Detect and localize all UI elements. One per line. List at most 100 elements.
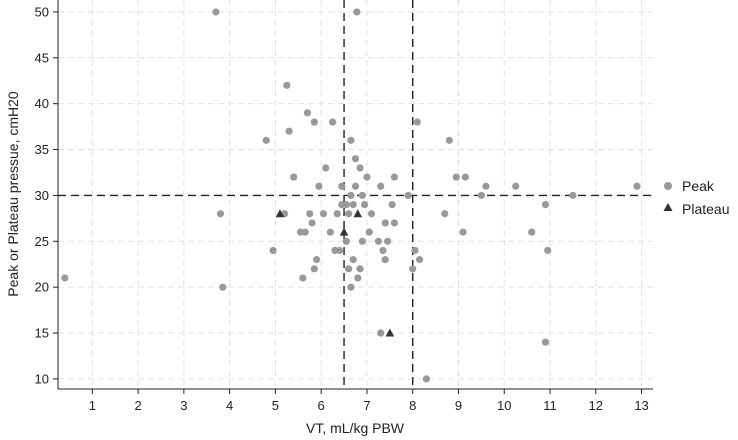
peak-point (342, 237, 350, 245)
plateau-point (275, 209, 285, 218)
peak-point (415, 256, 424, 264)
peak-point (216, 210, 225, 218)
plateau-point (385, 328, 395, 337)
peak-point (308, 219, 316, 227)
peak-point (541, 338, 550, 346)
legend-peak-marker (664, 182, 672, 190)
peak-point (356, 265, 364, 273)
peak-point (310, 265, 318, 273)
peak-point (335, 246, 344, 255)
peak-point (383, 237, 392, 245)
peak-point (219, 283, 227, 291)
peak-point (367, 210, 376, 218)
peak-point (452, 173, 460, 181)
peak-point (345, 265, 353, 273)
peak-point (322, 164, 330, 172)
x-tick-label: 4 (226, 398, 233, 413)
peak-point (326, 228, 334, 236)
x-tick-label: 13 (634, 398, 648, 413)
x-tick-label: 2 (134, 398, 141, 413)
y-tick-label: 40 (35, 96, 49, 111)
peak-point (365, 228, 373, 236)
peak-point (374, 237, 382, 245)
plateau-point (339, 227, 349, 236)
legend-plateau-marker (663, 203, 673, 211)
data-points (61, 8, 641, 383)
y-tick-label: 20 (35, 280, 49, 295)
peak-point (413, 118, 421, 126)
peak-point (482, 182, 490, 190)
peak-point (306, 210, 314, 218)
peak-point (512, 182, 520, 190)
y-axis-title: Peak or Plateau pressue, cmH20 (5, 91, 21, 297)
y-tick-label: 10 (35, 371, 49, 386)
peak-point (569, 191, 577, 200)
x-tick-label: 11 (543, 398, 557, 413)
y-tick-label: 35 (35, 142, 49, 157)
peak-point (390, 173, 399, 181)
x-tick-label: 7 (363, 398, 370, 413)
peak-point (310, 118, 318, 126)
peak-point (461, 173, 469, 181)
peak-point (329, 118, 337, 126)
peak-point (445, 136, 453, 144)
peak-point (361, 200, 369, 209)
peak-point (262, 136, 270, 144)
y-tick-label: 25 (35, 234, 49, 249)
peak-point (333, 210, 341, 218)
peak-point (411, 246, 419, 255)
peak-point (358, 237, 366, 245)
axes (57, 0, 653, 390)
peak-point (459, 228, 467, 236)
peak-point (541, 200, 550, 209)
peak-point (345, 210, 353, 218)
peak-point (404, 191, 412, 200)
x-tick-label: 9 (455, 398, 462, 413)
peak-point (633, 182, 641, 190)
peak-point (299, 274, 307, 282)
peak-point (349, 256, 357, 264)
y-tick-label: 50 (35, 4, 49, 19)
peak-point (347, 191, 355, 200)
peak-point (409, 265, 417, 273)
reference-lines (58, 0, 653, 389)
peak-point (388, 200, 396, 209)
peak-point (390, 219, 399, 227)
peak-point (319, 210, 328, 218)
peak-point (377, 329, 385, 337)
peak-point (312, 256, 321, 264)
x-tick-label: 5 (272, 398, 279, 413)
peak-point (290, 173, 298, 181)
plateau-point (353, 209, 363, 218)
x-tick-label: 8 (409, 398, 416, 413)
peak-point (422, 375, 431, 383)
peak-point (61, 274, 69, 282)
peak-point (285, 127, 293, 135)
peak-point (349, 200, 357, 209)
peak-point (363, 173, 371, 181)
peak-point (347, 136, 355, 144)
y-tick-label: 15 (35, 326, 49, 341)
peak-point (269, 246, 277, 255)
y-tick-label: 30 (35, 188, 49, 203)
peak-point (283, 81, 291, 89)
peak-point (212, 8, 220, 16)
peak-point (347, 283, 355, 291)
peak-point (477, 191, 485, 200)
y-ticks: 10 15 20 25 30 35 40 45 50 (35, 4, 58, 386)
x-tick-label: 1 (89, 398, 96, 413)
y-tick-label: 45 (35, 50, 49, 65)
peak-point (342, 200, 350, 209)
peak-point (338, 182, 346, 190)
x-tick-label: 10 (497, 398, 511, 413)
peak-point (528, 228, 536, 236)
grid (58, 0, 653, 389)
legend-plateau-label: Plateau (682, 201, 729, 217)
peak-point (358, 191, 366, 200)
peak-point (354, 274, 362, 282)
peak-point (351, 182, 360, 190)
x-axis-title: VT, mL/kg PBW (306, 420, 405, 436)
x-ticks: 1 2 3 4 5 6 7 8 9 10 11 12 13 (89, 389, 649, 413)
peak-point (544, 246, 552, 255)
